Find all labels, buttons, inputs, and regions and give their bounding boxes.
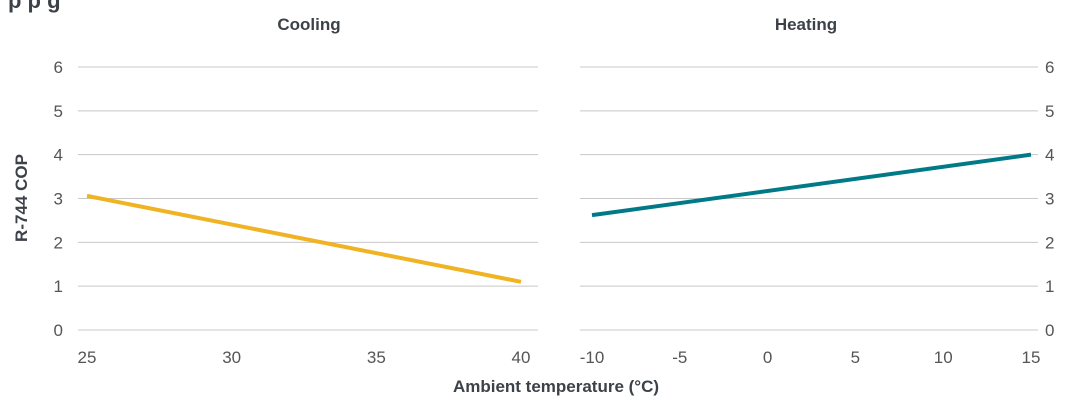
- heating-y-tick-4: 4: [1045, 146, 1054, 165]
- clipped-figure-title: p p g: [8, 0, 61, 13]
- heating-y-tick-2: 2: [1045, 233, 1054, 252]
- cooling-y-tick-0: 0: [54, 321, 63, 340]
- heating-x-tick-5: 5: [851, 348, 860, 367]
- y-axis-title: R-744 COP: [12, 154, 31, 242]
- x-axis-title: Ambient temperature (°C): [453, 377, 659, 396]
- cooling-y-tick-5: 5: [54, 102, 63, 121]
- heating-series-line-0: [591, 152, 1032, 218]
- cooling-x-tick-30: 30: [222, 348, 241, 367]
- heating-x-tick-15: 15: [1022, 348, 1041, 367]
- cooling-y-tick-2: 2: [54, 233, 63, 252]
- heating-y-tick-0: 0: [1045, 321, 1054, 340]
- panel-title-cooling: Cooling: [277, 15, 340, 34]
- heating-x-tick-0: 0: [763, 348, 772, 367]
- heating-x-tick-10: 10: [934, 348, 953, 367]
- heating-y-tick-6: 6: [1045, 58, 1054, 77]
- heating-panel: 0 1 2 3 4 5 6 -10 -5 0 5 10 15: [580, 58, 1055, 367]
- cooling-y-tick-1: 1: [54, 277, 63, 296]
- heating-y-tick-5: 5: [1045, 102, 1054, 121]
- heating-y-tick-1: 1: [1045, 277, 1054, 296]
- heating-x-tick--5: -5: [672, 348, 687, 367]
- cooling-series-line-0: [86, 193, 522, 284]
- cooling-x-tick-35: 35: [367, 348, 386, 367]
- cooling-y-tick-6: 6: [54, 58, 63, 77]
- heating-y-tick-3: 3: [1045, 190, 1054, 209]
- cooling-x-tick-25: 25: [78, 348, 97, 367]
- cooling-panel: 0 1 2 3 4 5 6 25 30 35 40: [54, 58, 538, 367]
- cooling-x-tick-40: 40: [512, 348, 531, 367]
- cooling-y-tick-4: 4: [54, 146, 63, 165]
- cooling-y-tick-3: 3: [54, 190, 63, 209]
- heating-x-tick--10: -10: [580, 348, 605, 367]
- panel-title-heating: Heating: [775, 15, 837, 34]
